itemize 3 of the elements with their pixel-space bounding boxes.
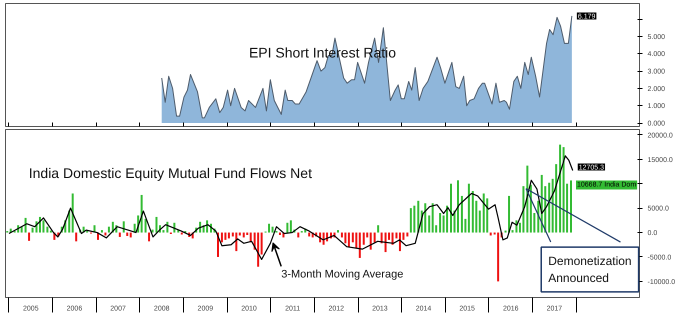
text: India Domestic Equity Mutual Fund Flows Net	[28, 165, 312, 182]
annotation: 3-Month Moving Average	[281, 268, 404, 281]
annotation: Demonetization Announced	[548, 254, 632, 285]
